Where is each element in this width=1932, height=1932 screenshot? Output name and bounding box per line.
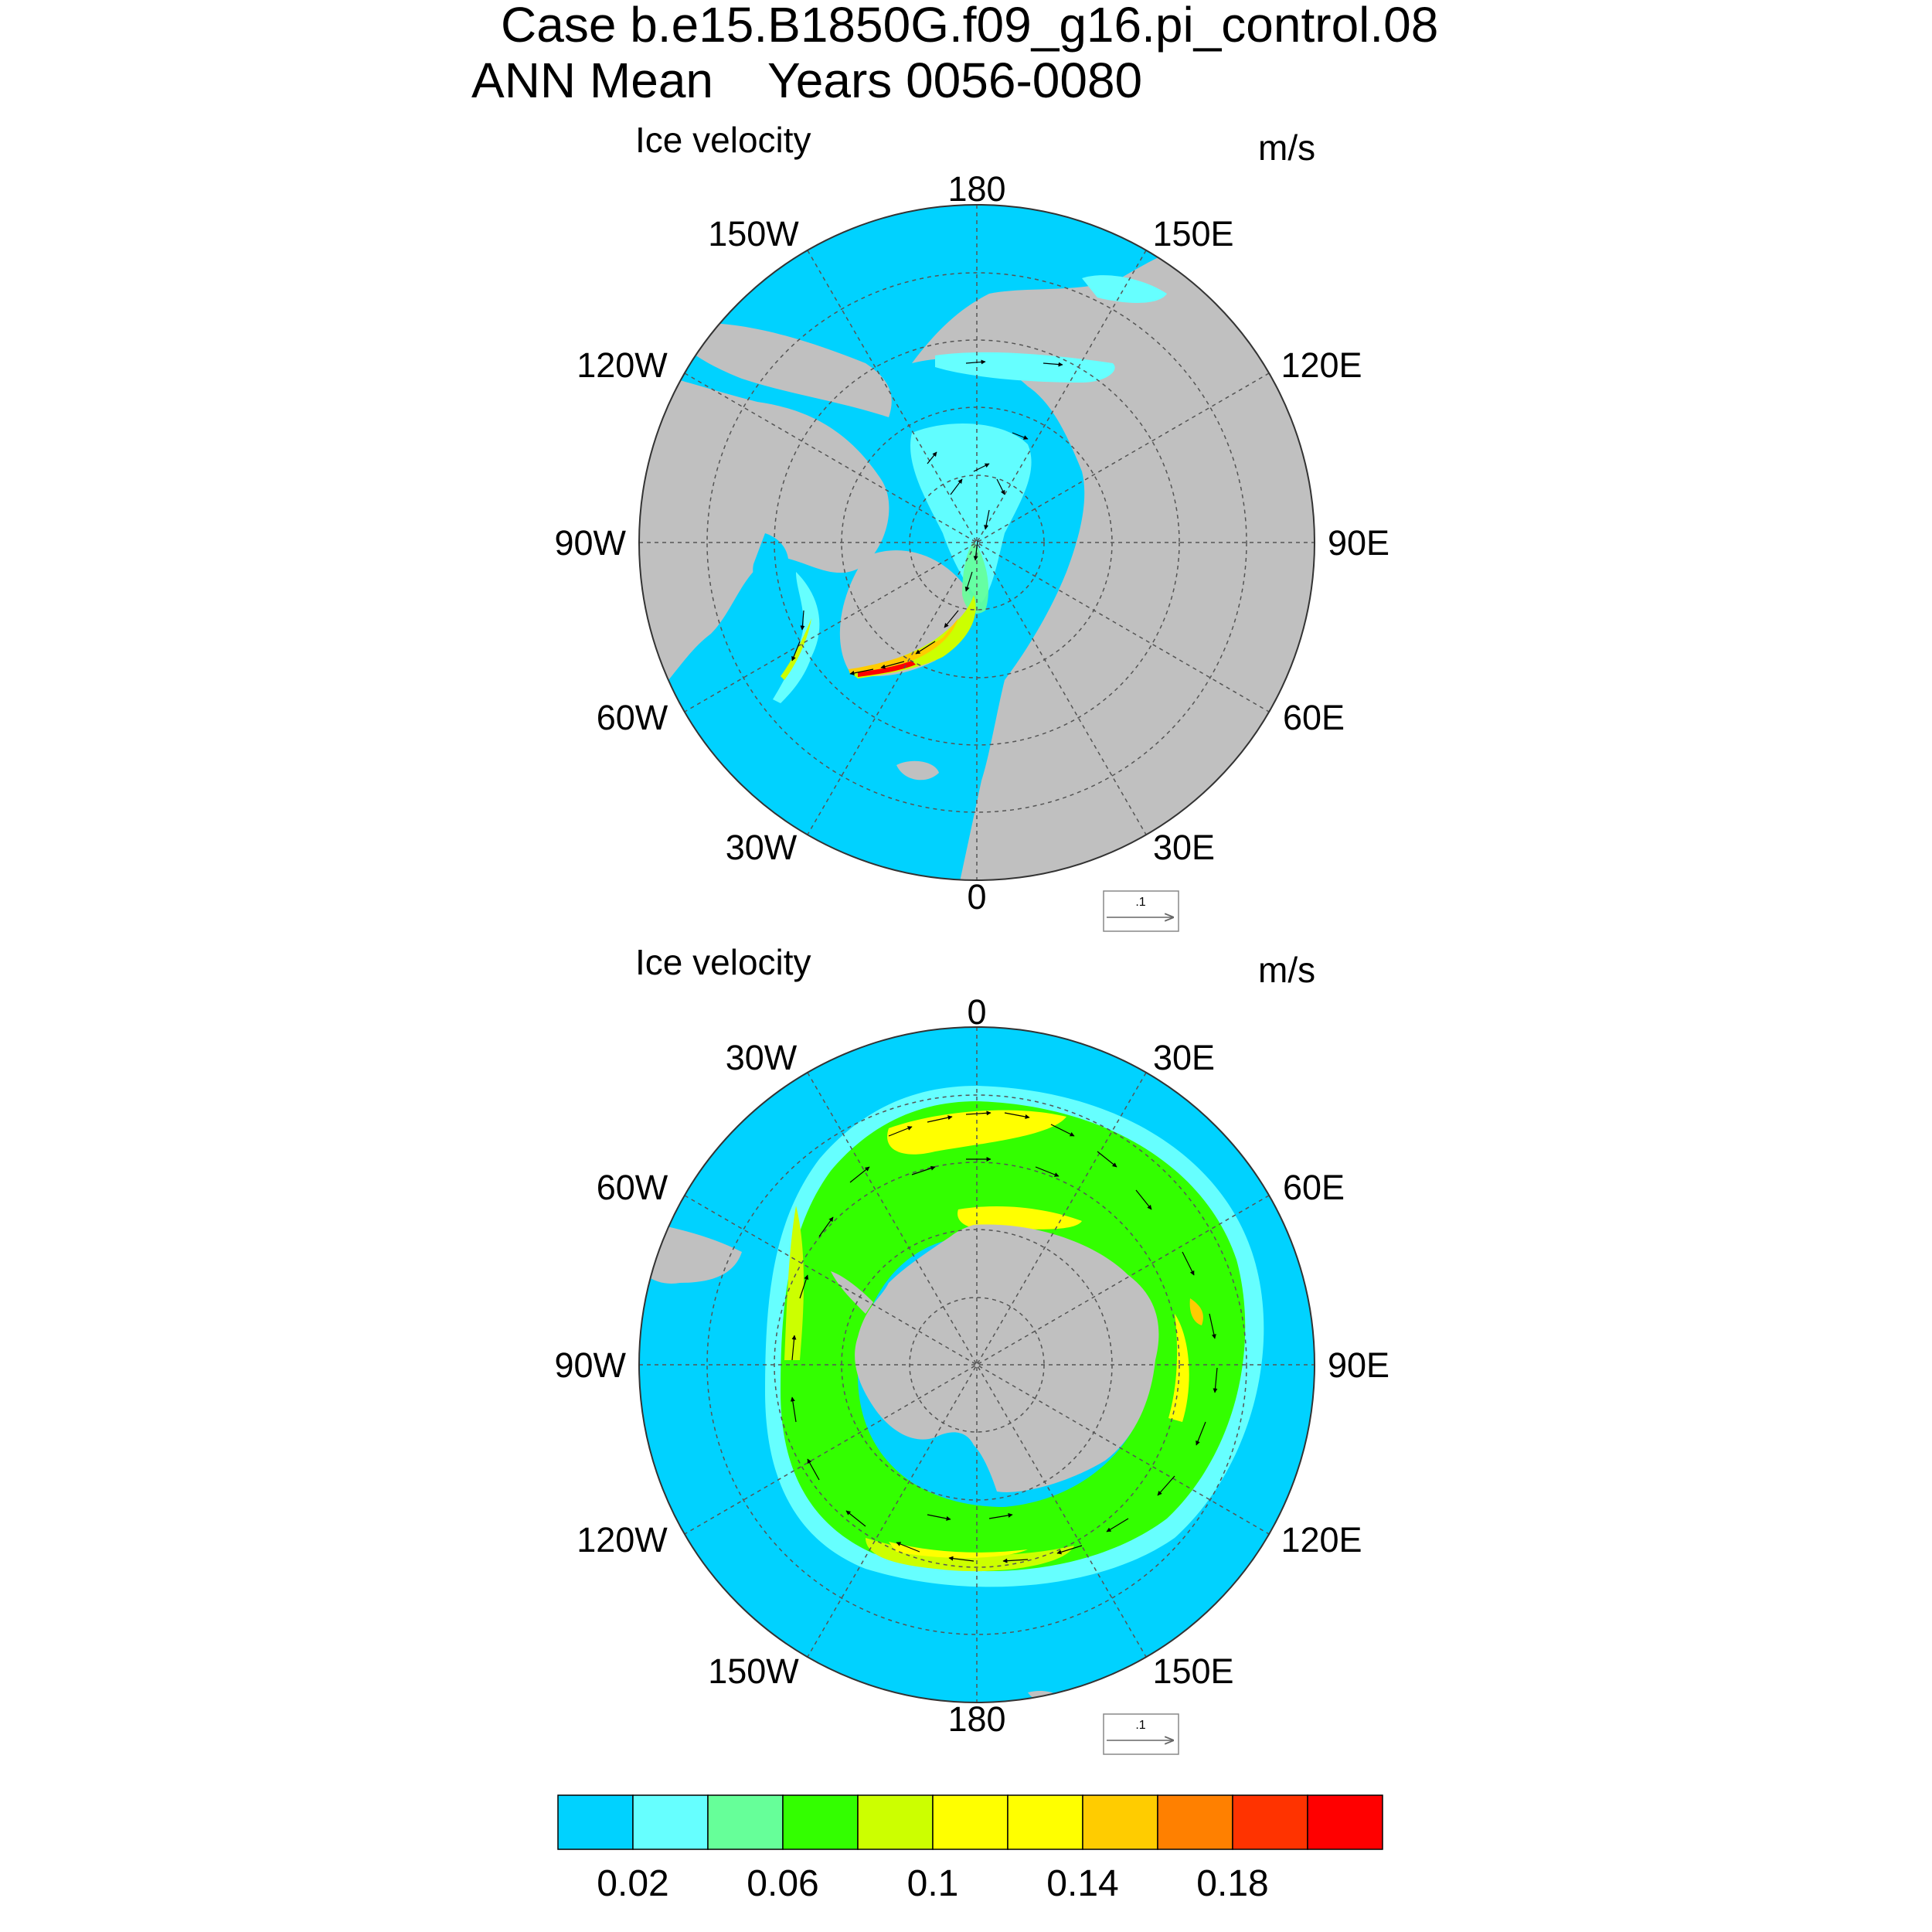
south-lon-label-60e: 60E — [1283, 1168, 1345, 1207]
colorbar-labels: 0.02 0.06 0.1 0.14 0.18 — [597, 1863, 1268, 1904]
north-lon-label-120e: 120E — [1281, 345, 1362, 385]
south-lon-label-90w: 90W — [554, 1345, 626, 1385]
colorbar-swatch — [1307, 1794, 1383, 1850]
south-lon-label-120e: 120E — [1281, 1520, 1362, 1560]
south-polar-map — [638, 1026, 1315, 1703]
south-graticule — [639, 1027, 1315, 1702]
north-polar-map — [638, 204, 1315, 881]
north-graticule — [639, 205, 1315, 880]
north-panel-title: Ice velocity — [635, 120, 811, 160]
colorbar-swatch — [1157, 1794, 1233, 1850]
colorbar-swatch — [1007, 1794, 1083, 1850]
colorbar-tick-label: 0.14 — [1046, 1863, 1118, 1904]
north-map-border — [638, 204, 1315, 881]
south-ice-vectors — [790, 1111, 1218, 1563]
north-lon-label-90w: 90W — [554, 523, 626, 563]
south-reference-vector: .1 — [1103, 1713, 1179, 1755]
north-lon-label-60e: 60E — [1283, 698, 1345, 737]
colorbar-swatch — [782, 1794, 859, 1850]
south-reference-vector-label: .1 — [1135, 1719, 1145, 1732]
north-panel-units: m/s — [1258, 128, 1316, 168]
colorbar-tick-label: 0.06 — [747, 1863, 818, 1904]
south-lon-label-30e: 30E — [1153, 1038, 1215, 1077]
north-ice-vectors — [791, 359, 1063, 675]
north-lon-label-90e: 90E — [1328, 523, 1389, 563]
north-lon-label-150e: 150E — [1152, 214, 1233, 253]
colorbar-tick-label: 0.18 — [1196, 1863, 1268, 1904]
north-america-land — [639, 348, 889, 711]
south-lon-label-150w: 150W — [708, 1651, 799, 1691]
north-lon-label-180: 180 — [947, 169, 1005, 209]
north-longitude-labels: 180 0 90W 90E 150W 120W 150E 120E 60W 30… — [554, 169, 1389, 917]
south-lon-label-90e: 90E — [1328, 1345, 1389, 1385]
colorbar-swatch — [1082, 1794, 1158, 1850]
south-panel-units: m/s — [1258, 950, 1316, 990]
colorbar-tick-label: 0.02 — [597, 1863, 668, 1904]
south-lon-label-120w: 120W — [577, 1520, 668, 1560]
colorbar-swatch — [632, 1794, 709, 1850]
antarctica-land — [855, 1224, 1159, 1492]
north-lon-label-30w: 30W — [726, 828, 798, 867]
south-lon-label-60w: 60W — [597, 1168, 668, 1207]
north-lon-label-30e: 30E — [1153, 828, 1215, 867]
south-ice-velocity-field — [765, 1086, 1264, 1587]
colorbar-swatch — [932, 1794, 1009, 1850]
south-lon-label-150e: 150E — [1152, 1651, 1233, 1691]
figure-title-line-2: ANN Mean Years 0056-0080 — [471, 53, 1143, 108]
south-lon-label-30w: 30W — [726, 1038, 798, 1077]
north-lon-label-120w: 120W — [577, 345, 668, 385]
north-reference-vector-label: .1 — [1135, 896, 1145, 909]
iceland-land — [896, 760, 939, 781]
colorbar-swatch — [557, 1794, 634, 1850]
canadian-archipelago — [773, 478, 859, 536]
north-lon-label-0: 0 — [967, 877, 986, 917]
colorbar-swatch — [857, 1794, 934, 1850]
south-lon-label-0: 0 — [967, 992, 986, 1032]
south-lon-label-180: 180 — [947, 1699, 1005, 1739]
colorbar-swatch — [1232, 1794, 1308, 1850]
north-lon-label-60w: 60W — [597, 698, 668, 737]
colorbar-swatch — [707, 1794, 784, 1850]
north-lon-label-150w: 150W — [708, 214, 799, 253]
colorbar-tick-label: 0.1 — [907, 1863, 959, 1904]
colorbar — [557, 1794, 1383, 1850]
south-map-border — [638, 1026, 1315, 1703]
alaska-land — [665, 322, 892, 417]
south-longitude-labels: 0 180 90W 90E 30W 60W 30E 60E 120W 150W … — [554, 992, 1389, 1739]
figure-title-line-1: Case b.e15.B1850G.f09_g16.pi_control.08 — [501, 0, 1439, 53]
north-reference-vector: .1 — [1103, 890, 1179, 932]
south-panel-title: Ice velocity — [635, 942, 811, 982]
